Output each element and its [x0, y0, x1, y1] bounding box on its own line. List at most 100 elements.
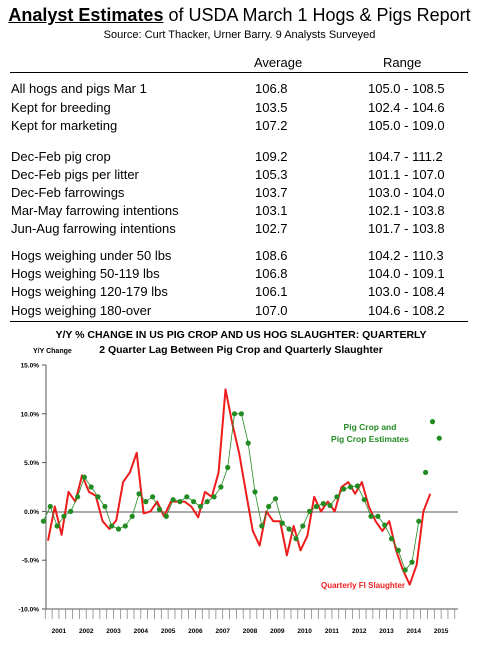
table-row: All hogs and pigs Mar 1 106.8 105.0 - 108.… [0, 81, 479, 98]
row-average: 102.7 [255, 221, 288, 236]
row-label: Dec-Feb pig crop [11, 149, 111, 164]
x-tick-label: 2009 [270, 628, 285, 635]
column-header-range: Range [383, 55, 422, 70]
row-average: 106.8 [255, 266, 288, 281]
table-bottom-rule [10, 321, 468, 322]
pig-crop-point [300, 523, 306, 529]
row-range: 104.6 - 108.2 [368, 303, 445, 318]
pig-crop-point [218, 484, 224, 490]
row-average: 106.1 [255, 284, 288, 299]
x-tick-label: 2007 [215, 628, 230, 635]
row-range: 104.7 - 111.2 [368, 149, 443, 164]
y-tick-label: 5.0% [24, 460, 39, 467]
row-average: 107.2 [255, 118, 288, 133]
y-tick-label: 10.0% [21, 411, 40, 418]
row-average: 109.2 [255, 149, 288, 164]
pig-crop-point [279, 520, 285, 526]
header-rule [10, 72, 468, 73]
pig-crop-point [163, 513, 169, 519]
pig-crop-point [348, 484, 354, 490]
row-range: 101.1 - 107.0 [368, 167, 445, 182]
table-row: Dec-Feb farrowings 103.7 103.0 - 104.0 [0, 185, 479, 202]
pig-crop-point [272, 496, 279, 502]
series-line-slaughter [47, 388, 432, 586]
row-label: Jun-Aug farrowing intentions [11, 221, 176, 236]
pig-crop-point [95, 494, 101, 500]
x-tick-label: 2006 [188, 628, 203, 635]
pig-crop-point [341, 486, 347, 492]
annotation-pig-crop-line1: Pig Crop and [344, 422, 397, 432]
pig-crop-slaughter-chart: Y/Y % CHANGE IN US PIG CROP AND US HOG S… [18, 329, 458, 635]
pig-crop-point [320, 501, 326, 507]
pig-crop-point [231, 411, 238, 417]
pig-crop-point [122, 523, 128, 529]
row-average: 103.7 [255, 185, 288, 200]
pig-crop-point [252, 489, 258, 495]
annotation-pig-crop-line2: Pig Crop Estimates [331, 434, 409, 444]
row-label: Hogs weighing 120-179 lbs [11, 284, 168, 299]
row-range: 101.7 - 103.8 [368, 221, 445, 236]
table-row: Hogs weighing 180-over 107.0 104.6 - 108.2 [0, 303, 479, 320]
row-label: Dec-Feb pigs per litter [11, 167, 139, 182]
row-range: 103.0 - 108.4 [368, 284, 445, 299]
table-row: Kept for marketing 107.2 105.0 - 109.0 [0, 118, 479, 135]
row-average: 105.3 [255, 167, 288, 182]
pig-crop-point [409, 559, 415, 565]
row-range: 104.2 - 110.3 [368, 248, 444, 263]
pig-crop-point [416, 518, 422, 524]
row-range: 105.0 - 109.0 [368, 118, 445, 133]
pig-crop-point [423, 469, 429, 475]
pig-crop-point [266, 503, 272, 510]
x-tick-label: 2002 [79, 628, 94, 635]
pig-crop-point [382, 522, 388, 528]
pig-crop-point [436, 435, 442, 441]
x-tick-label: 2005 [161, 628, 176, 635]
pig-crop-point [136, 491, 142, 497]
pig-crop-point [143, 499, 149, 505]
table-row: Dec-Feb pigs per litter 105.3 101.1 - 107.… [0, 167, 479, 184]
pig-crop-point [204, 499, 210, 505]
pig-crop-point [129, 513, 135, 519]
pig-crop-point [286, 526, 292, 532]
pig-crop-point [245, 440, 251, 446]
report-title-highlight: Analyst Estimates [8, 5, 164, 25]
pig-crop-point [307, 508, 313, 514]
row-label: Dec-Feb farrowings [11, 185, 125, 200]
pig-crop-point [211, 494, 217, 500]
row-average: 106.8 [255, 81, 288, 96]
pig-crop-point [191, 499, 197, 505]
pig-crop-point [184, 494, 190, 500]
pig-crop-point [115, 526, 122, 532]
row-average: 103.5 [255, 100, 288, 115]
x-tick-label: 2010 [297, 628, 312, 635]
table-row: Mar-May farrowing intentions 103.1 102.1 -… [0, 203, 479, 220]
column-header-average: Average [254, 55, 303, 70]
report-title-rest: of USDA March 1 Hogs & Pigs Report [163, 5, 471, 25]
x-tick-label: 2015 [434, 628, 449, 635]
pig-crop-point [354, 483, 360, 489]
pig-crop-point [88, 484, 94, 490]
pig-crop-point [61, 513, 67, 519]
pig-crop-point [402, 567, 408, 573]
y-tick-label: 15.0% [21, 363, 40, 370]
pig-crop-point [68, 508, 74, 514]
y-tick-label: -5.0% [22, 558, 39, 565]
pig-crop-point [81, 474, 87, 480]
row-average: 108.6 [255, 248, 288, 263]
pig-crop-point [40, 518, 47, 524]
row-range: 104.0 - 109.1 [368, 266, 445, 281]
row-label: Hogs weighing under 50 lbs [11, 248, 172, 263]
x-tick-label: 2008 [243, 628, 258, 635]
pig-crop-point [225, 464, 231, 471]
row-range: 103.0 - 104.0 [368, 185, 445, 200]
y-tick-label: -10.0% [18, 607, 39, 614]
row-label: Mar-May farrowing intentions [11, 203, 179, 218]
pig-crop-point [75, 494, 81, 500]
row-average: 107.0 [255, 303, 288, 318]
table-row: Hogs weighing 120-179 lbs 106.1 103.0 - 10… [0, 284, 479, 301]
x-tick-label: 2011 [325, 628, 339, 635]
x-tick-label: 2014 [407, 628, 422, 635]
pig-crop-point [156, 506, 163, 512]
pig-crop-point [238, 411, 244, 417]
